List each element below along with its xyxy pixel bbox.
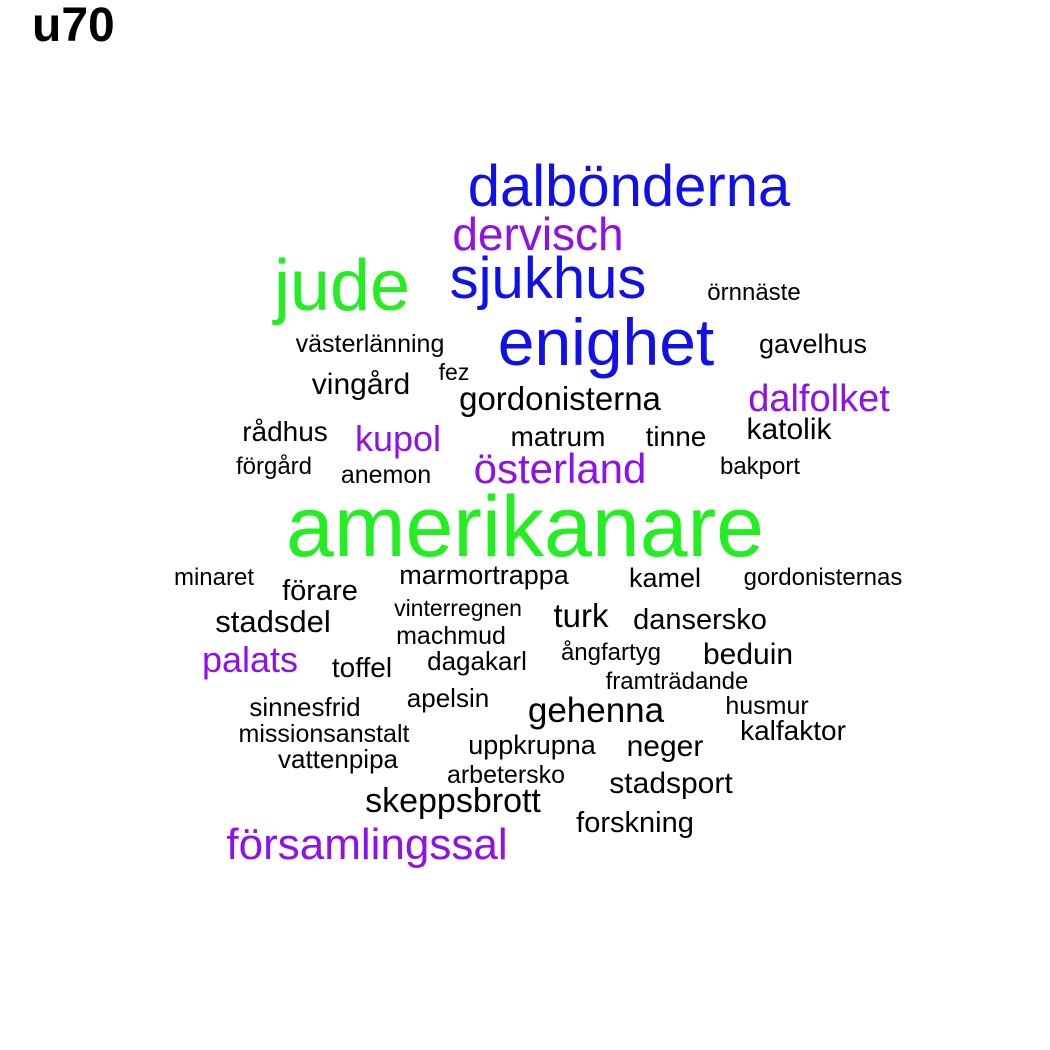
word-22: minaret <box>174 564 254 591</box>
word-12: rådhus <box>242 416 328 447</box>
word-25: kamel <box>629 563 701 593</box>
word-19: österland <box>474 445 647 492</box>
word-26: gordonisternas <box>744 564 903 591</box>
word-30: dansersko <box>633 604 767 636</box>
word-15: tinne <box>646 421 707 452</box>
word-36: beduin <box>703 638 793 671</box>
word-20: bakport <box>720 453 800 480</box>
word-35: ångfartyg <box>561 639 661 666</box>
word-50: forskning <box>576 807 694 839</box>
word-23: förare <box>282 575 358 607</box>
word-41: husmur <box>725 692 808 720</box>
word-0: dalbönderna <box>468 154 791 219</box>
word-46: vattenpipa <box>278 744 399 774</box>
word-28: stadsdel <box>215 604 330 639</box>
word-27: vinterregnen <box>394 595 522 621</box>
word-45: neger <box>627 730 704 763</box>
word-6: enighet <box>498 305 715 379</box>
word-3: sjukhus <box>450 246 647 311</box>
word-21: amerikanare <box>286 479 764 575</box>
word-13: kupol <box>355 418 441 459</box>
word-51: församlingssal <box>226 820 507 869</box>
word-18: anemon <box>341 461 431 489</box>
word-49: skeppsbrott <box>365 782 541 820</box>
word-32: palats <box>202 639 298 680</box>
figure-title: u70 <box>32 0 115 52</box>
word-2: jude <box>272 246 410 326</box>
word-40: gehenna <box>528 691 665 730</box>
word-33: toffel <box>332 652 392 683</box>
word-10: gordonisterna <box>459 380 661 417</box>
word-47: arbetersko <box>447 761 565 789</box>
word-43: kalfaktor <box>740 715 846 746</box>
word-37: framträdande <box>606 668 749 695</box>
word-9: vingård <box>312 368 410 401</box>
word-8: fez <box>439 359 470 385</box>
word-38: apelsin <box>407 683 489 713</box>
word-16: katolik <box>746 413 832 446</box>
word-1: dervisch <box>452 208 623 260</box>
word-24: marmortrappa <box>399 560 570 590</box>
word-34: dagakarl <box>427 646 527 676</box>
word-7: gavelhus <box>759 329 867 359</box>
word-42: missionsanstalt <box>239 720 410 748</box>
word-5: västerlänning <box>296 330 445 358</box>
word-4: örnnäste <box>707 279 800 306</box>
word-31: machmud <box>396 622 506 650</box>
word-11: dalfolket <box>748 378 890 420</box>
word-17: förgård <box>236 453 312 480</box>
word-14: matrum <box>511 421 606 452</box>
word-48: stadsport <box>609 767 733 800</box>
word-39: sinnesfrid <box>249 692 360 722</box>
word-44: uppkrupna <box>468 730 597 760</box>
word-29: turk <box>553 597 609 634</box>
